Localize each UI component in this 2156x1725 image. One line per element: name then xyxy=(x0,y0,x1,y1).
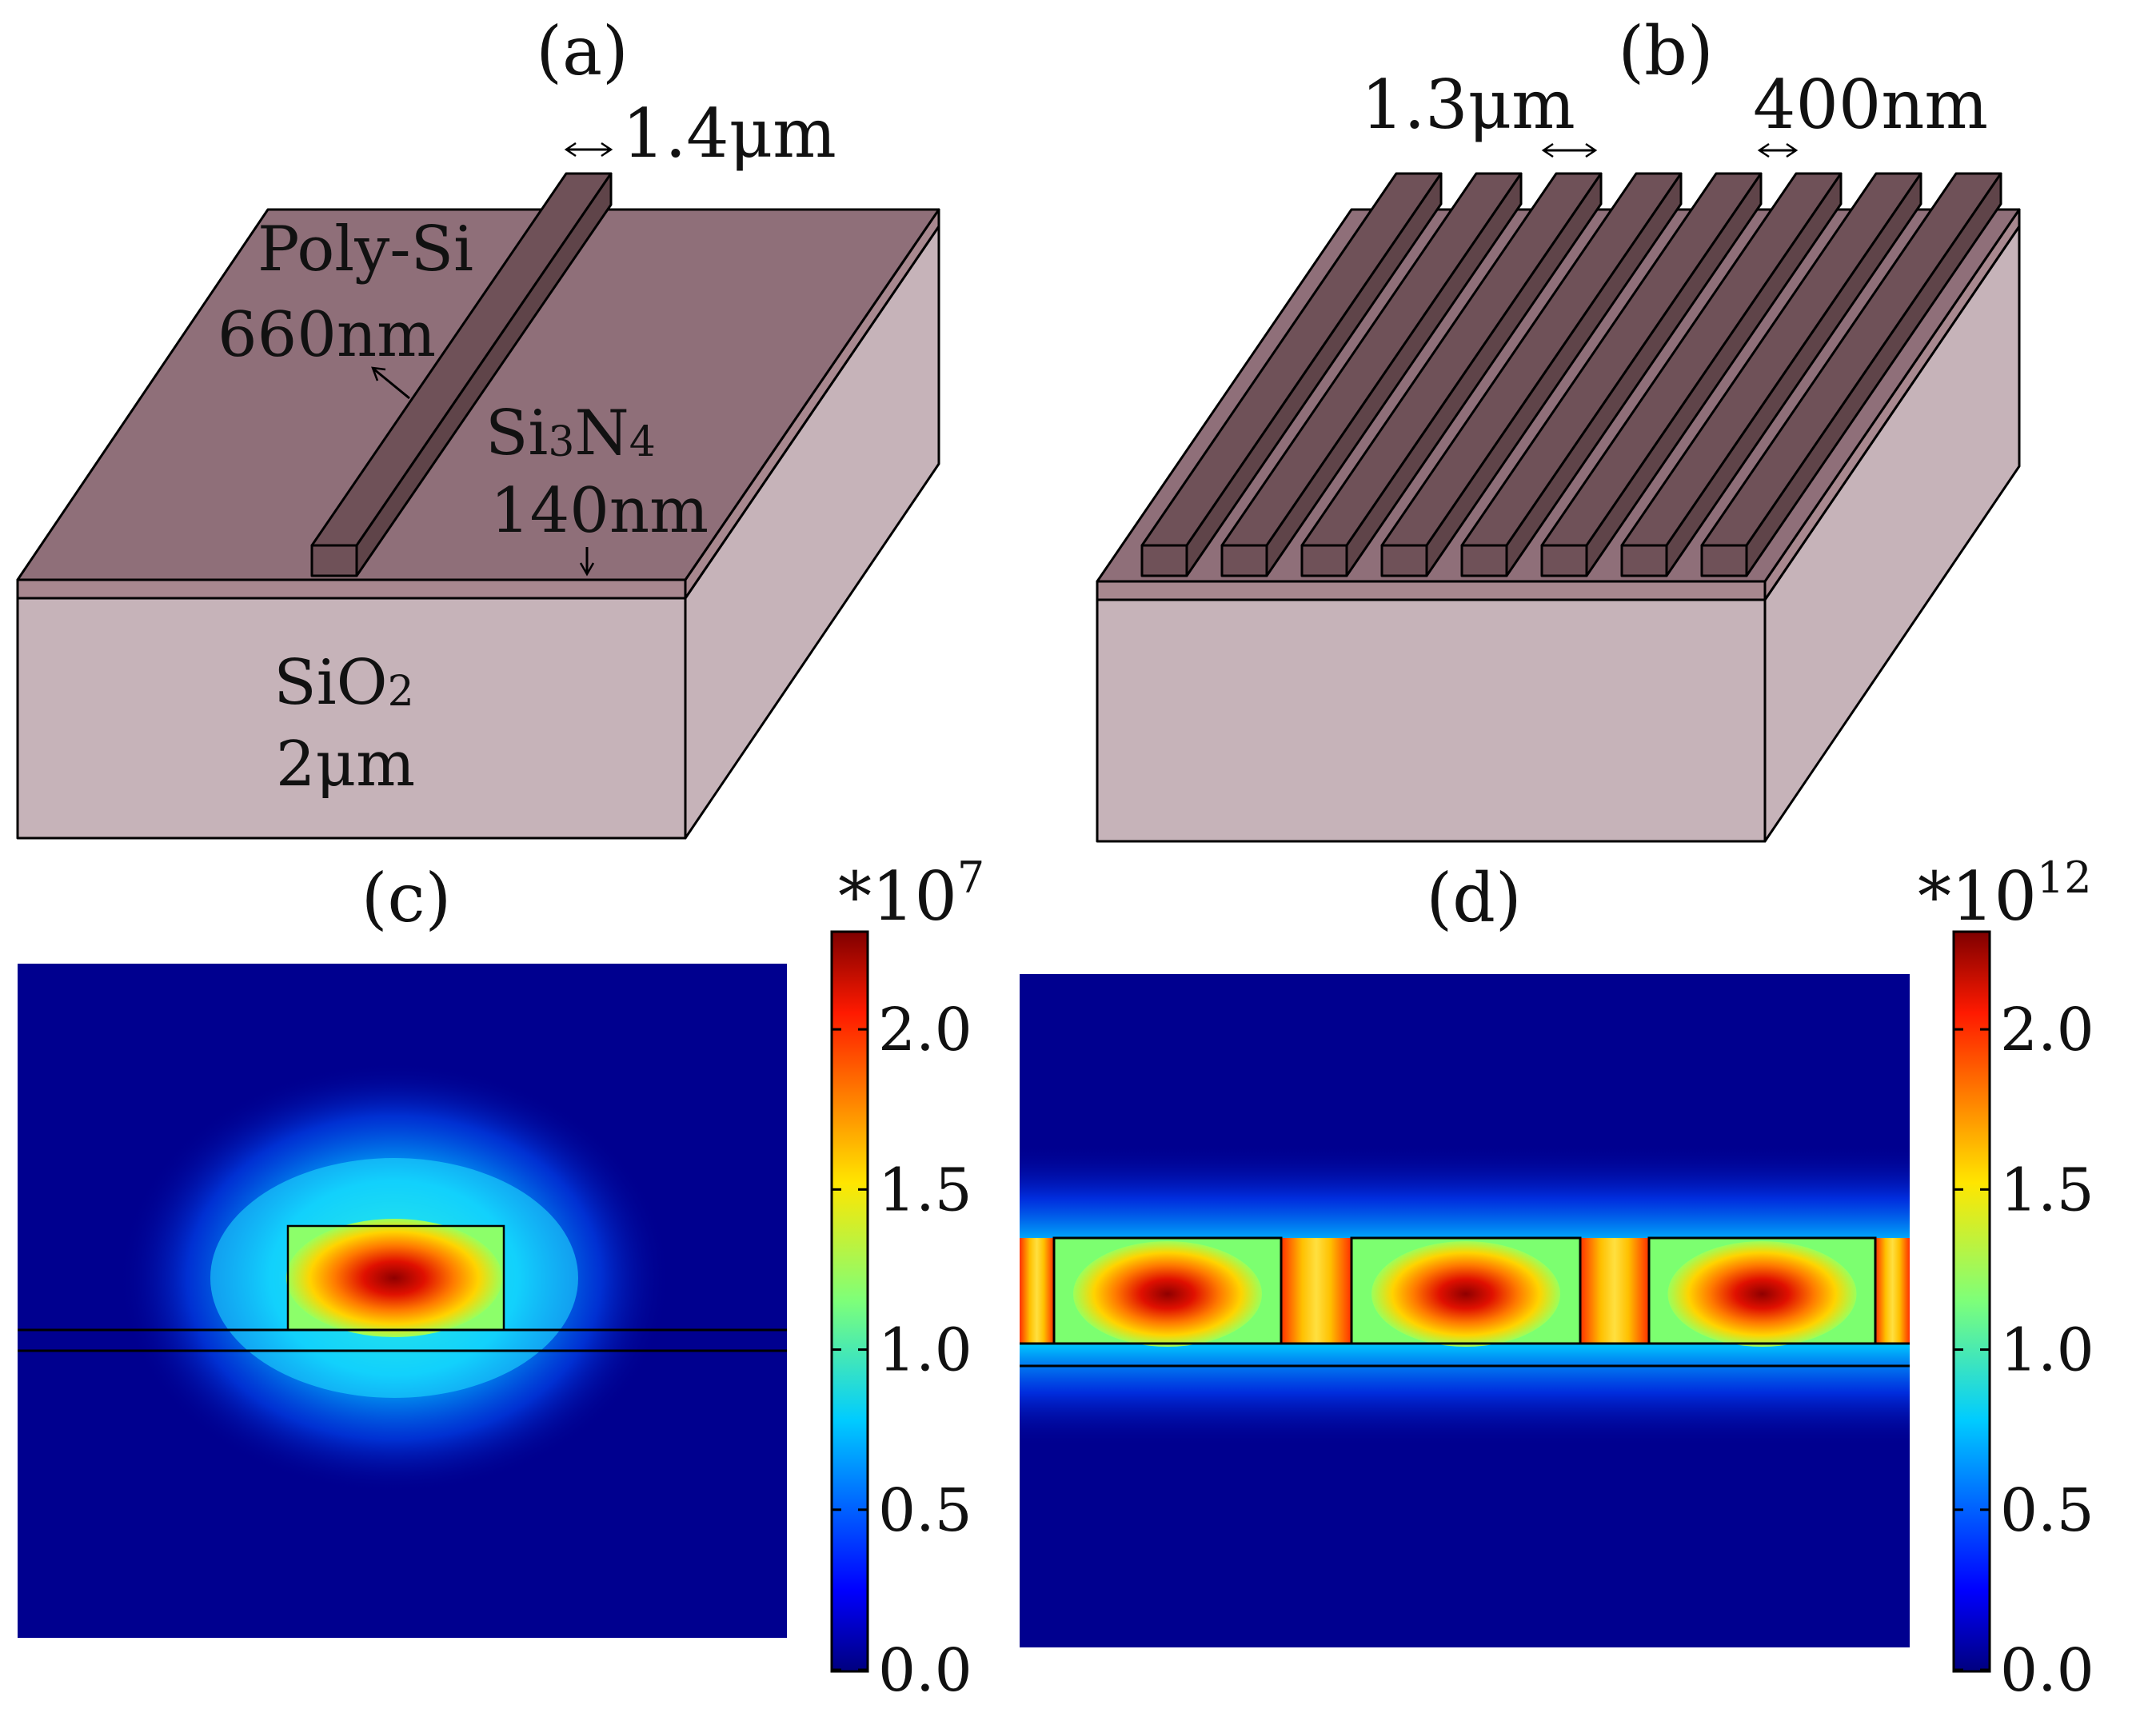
oxide-thickness: 2μm xyxy=(276,729,415,801)
nitride-label: Si3N4 xyxy=(485,397,656,469)
ridge xyxy=(1620,172,1922,577)
polysi-name: Poly-Si xyxy=(258,214,473,286)
ridge-front xyxy=(1460,544,1508,577)
colorbar-c-ticks: 0.0 0.5 1.0 1.5 2.0 xyxy=(832,996,972,1705)
mode-lobe xyxy=(1667,1241,1857,1347)
nitride-pointer-arrow xyxy=(579,547,595,577)
field-map-d xyxy=(1020,974,1910,1647)
ridge-front xyxy=(1700,544,1748,577)
nitride-front-face-b xyxy=(1096,580,1767,601)
ridge-front xyxy=(1140,544,1188,577)
panel-d-label: (d) xyxy=(1426,859,1521,937)
colorbar-d-ticks: 0.0 0.5 1.0 1.5 2.0 xyxy=(1954,996,2094,1705)
ridge xyxy=(1540,172,1843,577)
width-label: 1.4μm xyxy=(622,94,836,173)
ridge-front xyxy=(1540,544,1588,577)
colorbar-d-multiplier: *1012 xyxy=(1918,853,2092,936)
panel-d: (d) 0.0 0.5 1.0 1.5 2.0 *1012 xyxy=(1020,853,2094,1705)
mode-lobe xyxy=(1371,1241,1560,1347)
gap-field xyxy=(1020,1238,1054,1344)
gap-field xyxy=(1281,1238,1351,1344)
polysi-thickness: 660nm xyxy=(218,299,436,371)
colorbar-tick-label: 1.5 xyxy=(878,1156,972,1224)
ridge xyxy=(1460,172,1763,577)
ridge-front xyxy=(1620,544,1668,577)
colorbar-c: 0.0 0.5 1.0 1.5 2.0 *107 xyxy=(830,853,984,1705)
polysi-pointer-arrow xyxy=(371,366,410,400)
ridge xyxy=(1220,172,1523,577)
panel-a-label: (a) xyxy=(536,12,629,90)
colorbar-tick-label: 0.5 xyxy=(878,1476,972,1545)
colorbar-tick-label: 0.5 xyxy=(2000,1476,2094,1545)
mode-lobe xyxy=(1073,1241,1262,1347)
ridge-front xyxy=(1380,544,1428,577)
colorbar-d: 0.0 0.5 1.0 1.5 2.0 *1012 xyxy=(1918,853,2094,1705)
colorbar-tick-label: 0.0 xyxy=(878,1636,972,1705)
colorbar-tick-label: 2.0 xyxy=(878,996,972,1064)
gap-dimension-arrow xyxy=(1757,142,1799,158)
gap-field xyxy=(1580,1238,1649,1344)
colorbar-tick-label: 1.5 xyxy=(2000,1156,2094,1224)
substrate-front-face-b xyxy=(1096,598,1767,843)
colorbar-tick-label: 1.0 xyxy=(878,1316,972,1385)
ridge-front xyxy=(1220,544,1268,577)
pitch-dimension-arrow xyxy=(1541,142,1598,158)
colorbar-tick-label: 1.0 xyxy=(2000,1316,2094,1385)
oxide-label: SiO2 xyxy=(273,647,413,719)
nitride-front-face xyxy=(16,578,687,600)
ridge-front xyxy=(310,544,358,577)
gap-label: 400nm xyxy=(1753,66,1988,144)
field-map-c xyxy=(18,964,787,1638)
ridge xyxy=(1300,172,1603,577)
colorbar-tick-label: 2.0 xyxy=(2000,996,2094,1064)
ridge xyxy=(1140,172,1443,577)
ridge-array xyxy=(1140,172,2002,577)
ridge xyxy=(1700,172,2002,577)
nitride-thickness: 140nm xyxy=(490,475,709,547)
colorbar-tick-label: 0.0 xyxy=(2000,1636,2094,1705)
ridge xyxy=(1380,172,1683,577)
mode-lobes-d xyxy=(1020,1236,1910,1347)
colorbar-c-multiplier: *107 xyxy=(838,853,984,936)
panel-a: (a) 1.4μm Poly-Si 660nm Si3N4 140nm xyxy=(16,12,940,840)
gap-field xyxy=(1875,1238,1910,1344)
panel-c: (c) 0.0 0.5 1.0 1.5 2.0 *107 xyxy=(18,853,984,1705)
width-dimension-arrow xyxy=(564,142,613,158)
panel-b: (b) 1.3μm 400nm xyxy=(1096,12,2021,843)
pitch-label: 1.3μm xyxy=(1361,66,1575,144)
panel-c-label: (c) xyxy=(361,859,452,937)
panel-b-label: (b) xyxy=(1618,12,1713,90)
ridge-front xyxy=(1300,544,1348,577)
